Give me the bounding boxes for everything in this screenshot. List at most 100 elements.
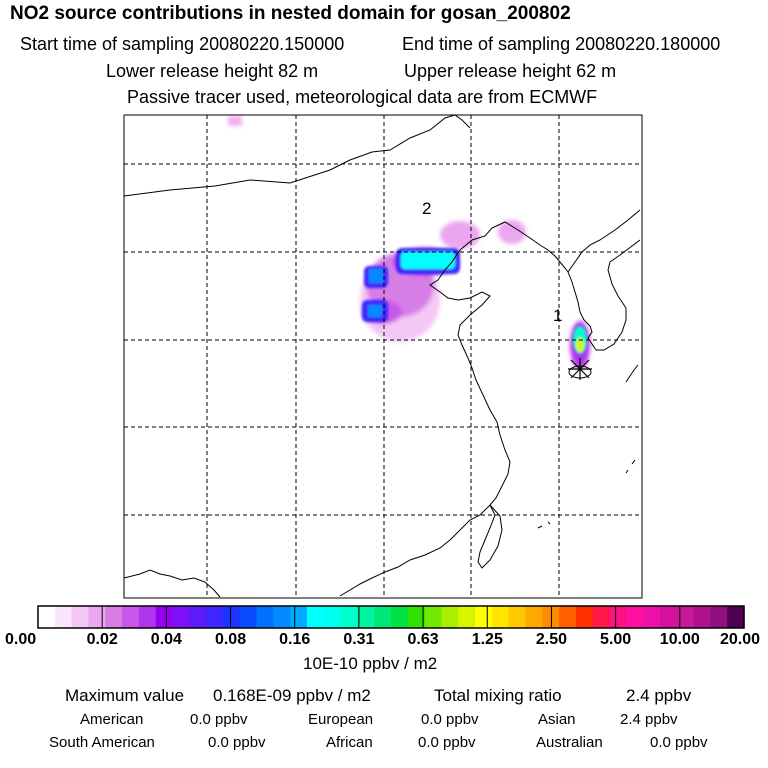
country-border: [124, 115, 456, 197]
colorbar-dividers: [101, 606, 681, 628]
tracer-note: Passive tracer used, meteorological data…: [127, 87, 598, 107]
map-frame: [123, 114, 643, 599]
colorbar-cell: [643, 606, 661, 628]
colorbar-cell: [122, 606, 140, 628]
colorbar-cell: [256, 606, 274, 628]
country-border: [454, 115, 471, 129]
colorbar-cell: [290, 606, 308, 628]
colorbar-unit: 10E-10 ppbv / m2: [303, 654, 438, 673]
colorbar-frame: [37, 605, 745, 629]
small-islands: [537, 459, 636, 529]
coastlines: [124, 115, 641, 598]
colorbar-cell: [323, 606, 342, 628]
colorbar-cell: [206, 606, 224, 628]
plume-patch: [228, 116, 242, 126]
coastline-korea: [567, 239, 641, 351]
region-value: 0.0 ppbv: [650, 734, 708, 751]
max-value-label: Maximum value: [65, 686, 185, 705]
colorbar-cell: [391, 606, 409, 628]
colorbar-cell: [105, 606, 123, 628]
region-name: Asian: [538, 711, 576, 728]
colorbar-tick-label: 5.00: [600, 631, 632, 648]
coastline-southwest: [124, 569, 221, 598]
region-name: African: [326, 734, 373, 751]
plume-core: [576, 338, 584, 352]
region-name: South American: [49, 734, 155, 751]
coastline-south: [339, 379, 511, 597]
plume-core: [369, 269, 383, 283]
upper-release-label: Upper release height 62 m: [404, 61, 617, 81]
japan-coast: [625, 364, 639, 383]
colorbar-cell: [189, 606, 207, 628]
colorbar-cell: [458, 606, 476, 628]
colorbar-tick-label: 10.00: [659, 631, 700, 648]
colorbar-cell: [575, 606, 594, 628]
region-name: Australian: [536, 734, 603, 751]
plume-core: [368, 305, 382, 317]
colorbar-tick-label: 0.16: [279, 631, 311, 648]
colorbar-cell: [155, 606, 174, 628]
colorbar-cell: [38, 606, 56, 628]
total-mixing-label: Total mixing ratio: [434, 686, 562, 705]
colorbar-cell: [374, 606, 392, 628]
colorbar-cell: [172, 606, 190, 628]
colorbar-cell: [441, 606, 459, 628]
page-title: NO2 source contributions in nested domai…: [10, 3, 571, 24]
colorbar-cell: [407, 606, 426, 628]
colorbar-cell: [508, 606, 527, 628]
colorbar-cell: [357, 606, 375, 628]
start-time-label: Start time of sampling 20080220.150000: [20, 34, 345, 54]
coastline-korea-north: [567, 209, 641, 273]
receptor-asterisk-icon: [568, 358, 592, 380]
lower-release-label: Lower release height 82 m: [106, 61, 319, 81]
colorbar-cell: [71, 606, 90, 628]
region-value: 0.0 ppbv: [208, 734, 266, 751]
plume-patch: [498, 220, 526, 244]
max-value: 0.168E-09 ppbv / m2: [213, 686, 371, 705]
region-name: American: [80, 711, 144, 728]
colorbar-cell: [88, 606, 106, 628]
colorbar-tick-label: 1.25: [471, 631, 503, 648]
colorbar-cell: [659, 606, 678, 628]
colorbar-cell: [626, 606, 644, 628]
colorbar-cell: [239, 606, 258, 628]
colorbar-cell: [592, 606, 611, 628]
region-value: 2.4 ppbv: [620, 711, 678, 728]
colorbar-cell: [340, 606, 358, 628]
region-value: 0.0 ppbv: [421, 711, 479, 728]
colorbar-cell: [710, 606, 728, 628]
colorbar-cell: [727, 606, 745, 628]
colorbar-cell: [525, 606, 543, 628]
coastline-bohai: [459, 221, 569, 273]
colorbar-cell: [559, 606, 577, 628]
colorbar-cell: [424, 606, 443, 628]
colorbar-cell: [609, 606, 627, 628]
colorbar-cell: [475, 606, 493, 628]
colorbar-tick-label: 0.31: [343, 631, 375, 648]
end-time-label: End time of sampling 20080220.180000: [402, 34, 721, 54]
colorbar-tick-label: 0.02: [86, 631, 118, 648]
region-value: 0.0 ppbv: [418, 734, 476, 751]
coastline-shandong: [429, 249, 491, 381]
total-mixing-value: 2.4 ppbv: [626, 686, 692, 705]
colorbar-cell: [54, 606, 73, 628]
plume-core: [401, 252, 455, 269]
lat-lon-grid: [124, 115, 642, 598]
colorbar-cell: [138, 606, 157, 628]
colorbar-cells: [38, 606, 745, 628]
colorbar-tick-label: 2.50: [535, 631, 568, 648]
taiwan-island: [477, 504, 503, 569]
colorbar-tick-label: 0.63: [407, 631, 439, 648]
map-marker-2: 2: [422, 199, 431, 218]
region-value: 0.0 ppbv: [190, 711, 248, 728]
colorbar-cell: [222, 606, 241, 628]
region-name: European: [308, 711, 374, 728]
colorbar-cell: [491, 606, 510, 628]
colorbar-tick-label: 0.08: [214, 631, 247, 648]
colorbar-cell: [306, 606, 325, 628]
colorbar-cell: [676, 606, 695, 628]
colorbar-tick-label: 20.00: [719, 631, 760, 648]
colorbar-cell: [273, 606, 291, 628]
